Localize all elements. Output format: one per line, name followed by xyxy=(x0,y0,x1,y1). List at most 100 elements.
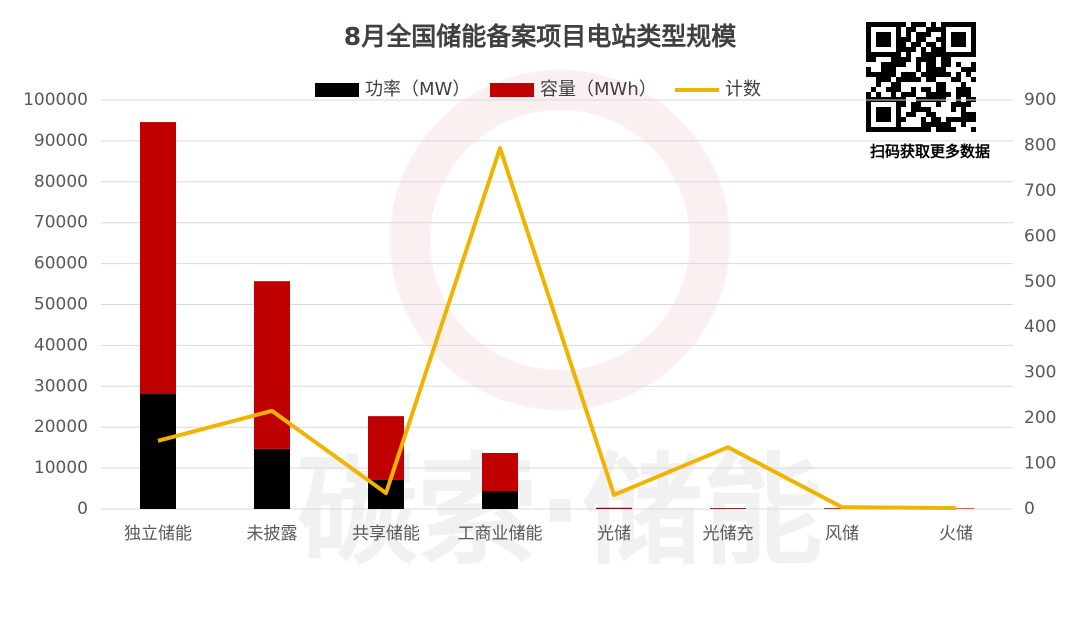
qr-cell xyxy=(866,92,871,97)
qr-cell xyxy=(906,52,911,57)
qr-cell xyxy=(931,117,936,122)
qr-cell xyxy=(911,127,916,132)
qr-cell xyxy=(896,82,901,87)
qr-cell xyxy=(931,47,936,52)
legend-swatch xyxy=(490,83,534,97)
x-tick-label: 风储 xyxy=(825,524,859,544)
qr-finder xyxy=(866,22,901,57)
qr-cell xyxy=(956,102,961,107)
qr-cell xyxy=(906,32,911,37)
qr-cell xyxy=(966,72,971,77)
y2-tick-label: 100 xyxy=(1024,454,1056,474)
qr-cell xyxy=(876,72,881,77)
qr-cell xyxy=(896,57,901,62)
qr-cell xyxy=(966,92,971,97)
qr-cell xyxy=(876,77,881,82)
qr-cell xyxy=(866,67,871,72)
qr-cell xyxy=(871,72,876,77)
y-tick-label: 80000 xyxy=(34,172,88,192)
qr-cell xyxy=(911,72,916,77)
qr-cell xyxy=(916,127,921,132)
y2-tick-label: 300 xyxy=(1024,363,1056,383)
qr-cell xyxy=(926,67,931,72)
qr-cell xyxy=(916,107,921,112)
qr-cell xyxy=(906,112,911,117)
qr-cell xyxy=(911,87,916,92)
qr-cell xyxy=(891,62,896,67)
x-tick-label: 独立储能 xyxy=(124,524,192,544)
qr-cell xyxy=(901,77,906,82)
qr-cell xyxy=(891,72,896,77)
qr-cell xyxy=(906,27,911,32)
qr-cell xyxy=(936,117,941,122)
y2-tick-label: 400 xyxy=(1024,317,1056,337)
qr-cell xyxy=(906,37,911,42)
qr-cell xyxy=(921,72,926,77)
qr-cell xyxy=(891,82,896,87)
qr-cell xyxy=(901,102,906,107)
qr-cell xyxy=(871,57,876,62)
qr-cell xyxy=(876,82,881,87)
qr-cell xyxy=(946,127,951,132)
legend-swatch xyxy=(315,83,359,97)
y-tick-label: 100000 xyxy=(23,90,88,110)
qr-cell xyxy=(941,92,946,97)
qr-cell xyxy=(916,67,921,72)
qr-finder xyxy=(951,32,966,47)
qr-cell xyxy=(911,47,916,52)
bar xyxy=(140,122,176,395)
qr-code xyxy=(866,22,976,132)
qr-cell xyxy=(941,127,946,132)
qr-cell xyxy=(931,77,936,82)
qr-cell xyxy=(941,122,946,127)
qr-cell xyxy=(901,117,906,122)
qr-cell xyxy=(941,67,946,72)
qr-cell xyxy=(921,122,926,127)
qr-cell xyxy=(966,67,971,72)
qr-cell xyxy=(926,122,931,127)
qr-cell xyxy=(931,52,936,57)
y2-tick-label: 700 xyxy=(1024,181,1056,201)
chart-title: 8月全国储能备案项目电站类型规模 xyxy=(344,22,737,51)
qr-cell xyxy=(886,67,891,72)
qr-cell xyxy=(936,47,941,52)
bar xyxy=(254,448,290,509)
qr-cell xyxy=(906,47,911,52)
legend-label: 计数 xyxy=(725,79,761,100)
qr-cell xyxy=(926,32,931,37)
qr-cell xyxy=(906,57,911,62)
qr-cell xyxy=(901,62,906,67)
qr-cell xyxy=(886,72,891,77)
qr-cell xyxy=(946,62,951,67)
qr-cell xyxy=(891,92,896,97)
y2-tick-label: 800 xyxy=(1024,135,1056,155)
y-tick-label: 30000 xyxy=(34,376,88,396)
x-tick-label: 共享储能 xyxy=(352,524,420,544)
y-tick-label: 60000 xyxy=(34,254,88,274)
y2-tick-label: 500 xyxy=(1024,272,1056,292)
qr-cell xyxy=(971,77,976,82)
qr-cell xyxy=(921,47,926,52)
qr-cell xyxy=(931,57,936,62)
qr-cell xyxy=(956,92,961,97)
qr-cell xyxy=(906,72,911,77)
qr-cell xyxy=(961,102,966,107)
y2-tick-label: 200 xyxy=(1024,408,1056,428)
qr-cell xyxy=(941,57,946,62)
qr-cell xyxy=(921,52,926,57)
qr-cell xyxy=(921,57,926,62)
qr-cell xyxy=(901,37,906,42)
qr-cell xyxy=(901,47,906,52)
qr-cell xyxy=(896,77,901,82)
qr-cell xyxy=(961,117,966,122)
qr-cell xyxy=(931,22,936,27)
y-tick-label: 90000 xyxy=(34,131,88,151)
qr-cell xyxy=(936,37,941,42)
qr-cell xyxy=(951,102,956,107)
qr-cell xyxy=(936,67,941,72)
qr-cell xyxy=(931,42,936,47)
qr-cell xyxy=(971,62,976,67)
qr-cell xyxy=(931,112,936,117)
qr-cell xyxy=(936,122,941,127)
